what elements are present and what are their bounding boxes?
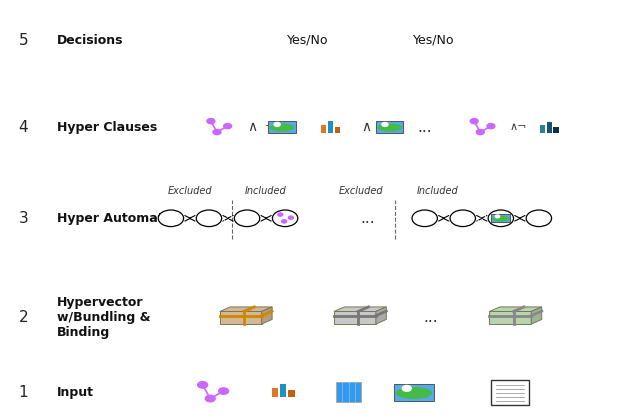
Circle shape (219, 388, 228, 394)
Text: Decisions: Decisions (57, 34, 124, 47)
Text: Input: Input (57, 386, 93, 399)
Circle shape (488, 210, 513, 226)
Circle shape (450, 210, 476, 226)
Circle shape (476, 129, 484, 135)
Circle shape (382, 123, 388, 126)
Text: 5: 5 (19, 33, 28, 47)
Text: ∧¬: ∧¬ (509, 122, 527, 132)
FancyBboxPatch shape (540, 126, 545, 133)
Circle shape (495, 215, 500, 218)
Ellipse shape (396, 387, 432, 399)
Text: Hyper Automata: Hyper Automata (57, 212, 172, 225)
Text: 2: 2 (19, 310, 28, 325)
Circle shape (282, 220, 287, 223)
Circle shape (403, 386, 412, 391)
Text: Yes/No: Yes/No (413, 34, 455, 47)
FancyBboxPatch shape (272, 388, 278, 397)
Polygon shape (490, 307, 541, 312)
Circle shape (526, 210, 552, 226)
Text: Yes/No: Yes/No (287, 34, 328, 47)
Text: Included: Included (245, 186, 287, 197)
Text: Included: Included (417, 186, 458, 197)
Polygon shape (531, 307, 541, 324)
Circle shape (470, 118, 478, 124)
Circle shape (412, 210, 437, 226)
FancyBboxPatch shape (288, 390, 294, 397)
Ellipse shape (378, 123, 402, 131)
Text: Hyper Clauses: Hyper Clauses (57, 121, 157, 134)
FancyBboxPatch shape (321, 126, 326, 133)
Circle shape (234, 210, 260, 226)
Text: Excluded: Excluded (339, 186, 383, 197)
Polygon shape (262, 307, 272, 324)
FancyBboxPatch shape (268, 121, 296, 133)
Circle shape (198, 382, 207, 388)
Text: ¬: ¬ (265, 122, 274, 132)
Text: ...: ... (360, 211, 375, 226)
Polygon shape (220, 307, 272, 312)
FancyBboxPatch shape (335, 127, 340, 133)
Text: ...: ... (424, 310, 438, 325)
Circle shape (223, 123, 232, 129)
Text: 3: 3 (19, 211, 28, 226)
Text: ∧: ∧ (247, 120, 257, 134)
Circle shape (289, 216, 293, 219)
Circle shape (278, 213, 283, 216)
Circle shape (274, 123, 280, 126)
Text: Hypervector
w/Bundling &
Binding: Hypervector w/Bundling & Binding (57, 296, 150, 339)
Polygon shape (334, 312, 376, 324)
Circle shape (487, 123, 495, 129)
Ellipse shape (492, 216, 509, 221)
Text: 1: 1 (19, 385, 28, 400)
FancyBboxPatch shape (280, 383, 286, 397)
FancyBboxPatch shape (394, 384, 434, 401)
Ellipse shape (269, 123, 294, 131)
Circle shape (207, 118, 215, 124)
FancyBboxPatch shape (376, 121, 403, 133)
Text: Excluded: Excluded (168, 186, 212, 197)
Text: 4: 4 (19, 120, 28, 135)
Polygon shape (334, 307, 387, 312)
Circle shape (196, 210, 221, 226)
Polygon shape (220, 312, 262, 324)
Circle shape (213, 129, 221, 135)
FancyBboxPatch shape (547, 122, 552, 133)
Text: ...: ... (417, 120, 432, 135)
FancyBboxPatch shape (554, 127, 559, 133)
Circle shape (158, 210, 184, 226)
FancyBboxPatch shape (492, 214, 510, 222)
FancyBboxPatch shape (492, 380, 529, 405)
FancyBboxPatch shape (336, 382, 361, 402)
Circle shape (273, 210, 298, 226)
Circle shape (205, 395, 215, 402)
Text: ∧: ∧ (361, 120, 371, 134)
Polygon shape (376, 307, 387, 324)
FancyBboxPatch shape (328, 121, 333, 133)
Polygon shape (490, 312, 531, 324)
